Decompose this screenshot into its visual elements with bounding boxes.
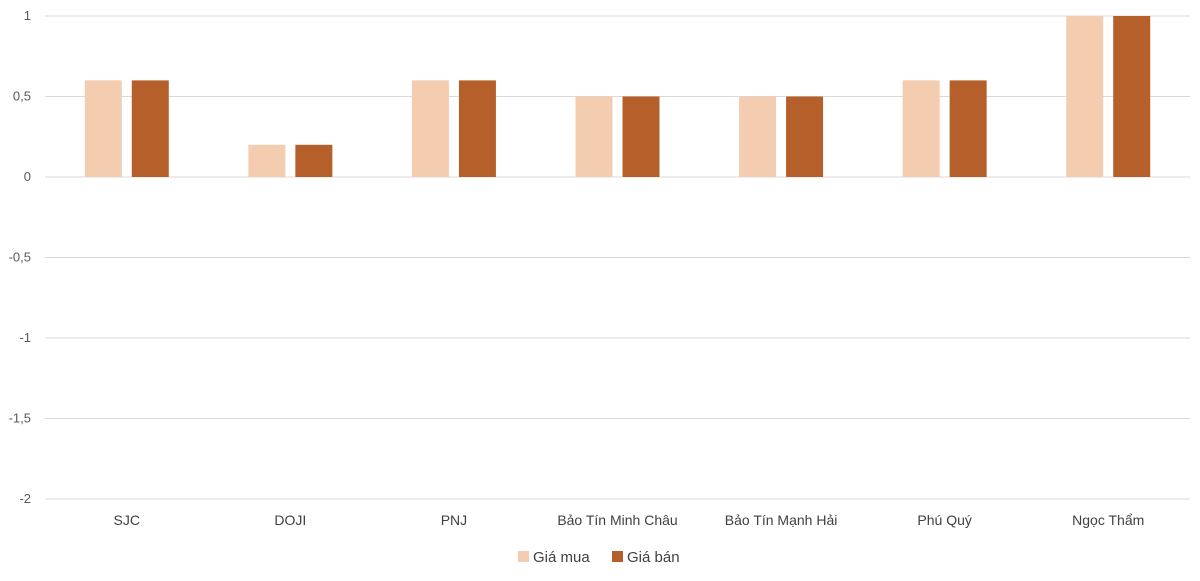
bar-gia-ban bbox=[1113, 16, 1151, 177]
legend-label: Giá mua bbox=[533, 549, 590, 566]
legend-swatch bbox=[518, 551, 529, 562]
x-category-label: PNJ bbox=[441, 512, 467, 528]
bars bbox=[84, 16, 1151, 177]
bar-gia-mua bbox=[84, 80, 122, 177]
legend-swatch bbox=[612, 551, 623, 562]
x-category-label: Bảo Tín Mạnh Hải bbox=[725, 512, 838, 528]
x-axis: SJC DOJI PNJ Bảo Tín Minh Châu Bảo Tín Mạnh … bbox=[114, 512, 1145, 528]
x-category-label: Phú Quý bbox=[917, 512, 971, 528]
bar-gia-mua bbox=[902, 80, 940, 177]
y-tick-label: -0,5 bbox=[9, 250, 31, 265]
x-category-label: Ngọc Thẩm bbox=[1072, 512, 1144, 528]
legend-label: Giá bán bbox=[627, 549, 680, 566]
bar-gia-ban bbox=[295, 144, 333, 177]
gridlines bbox=[45, 15, 1190, 500]
bar-gia-ban bbox=[786, 96, 824, 177]
bar-gia-ban bbox=[131, 80, 169, 177]
x-category-label: DOJI bbox=[274, 512, 306, 528]
bar-gia-ban bbox=[949, 80, 987, 177]
bar-gia-ban bbox=[622, 96, 660, 177]
legend: Giá mua Giá bán bbox=[518, 549, 680, 566]
y-tick-label: 1 bbox=[24, 8, 31, 23]
x-category-label: SJC bbox=[114, 512, 140, 528]
y-tick-label: -2 bbox=[19, 491, 31, 506]
y-tick-label: 0 bbox=[24, 169, 31, 184]
bar-gia-mua bbox=[1066, 16, 1104, 177]
bar-gia-mua bbox=[248, 144, 286, 177]
x-category-label: Bảo Tín Minh Châu bbox=[557, 512, 677, 528]
bar-gia-ban bbox=[458, 80, 496, 177]
bar-gia-mua bbox=[739, 96, 777, 177]
y-tick-label: -1 bbox=[19, 330, 31, 345]
bar-gia-mua bbox=[411, 80, 449, 177]
y-axis: 1 0,5 0 -0,5 -1 -1,5 -2 bbox=[9, 8, 31, 506]
y-tick-label: -1,5 bbox=[9, 411, 31, 426]
bar-gia-mua bbox=[575, 96, 613, 177]
y-tick-label: 0,5 bbox=[13, 89, 31, 104]
